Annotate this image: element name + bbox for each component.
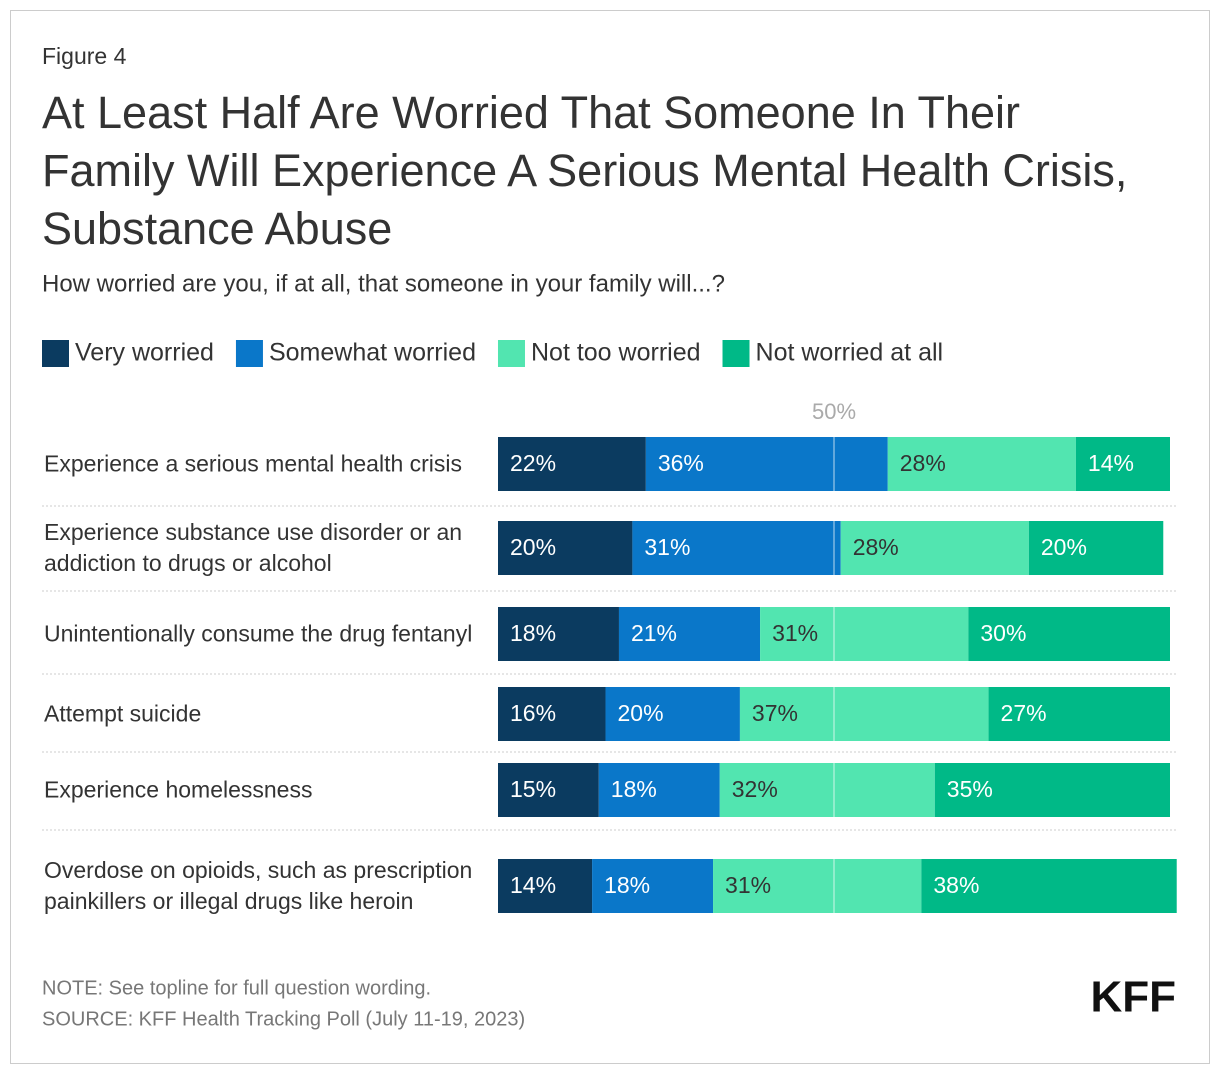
- bar-segment: [498, 687, 606, 741]
- bar-segment: [968, 607, 1170, 661]
- bar-segment: [1028, 521, 1164, 575]
- bar-segment: [498, 607, 619, 661]
- category-label: Overdose on opioids, such as prescriptio…: [44, 857, 473, 914]
- value-label: 28%: [900, 450, 946, 476]
- value-label: 27%: [1001, 700, 1047, 726]
- value-label: 14%: [510, 872, 556, 898]
- bar-segment: [592, 859, 714, 913]
- source: SOURCE: KFF Health Tracking Poll (July 1…: [42, 1008, 525, 1030]
- legend-label: Not too worried: [531, 339, 701, 367]
- value-label: 28%: [853, 534, 899, 560]
- value-label: 35%: [947, 776, 993, 802]
- value-label: 16%: [510, 700, 556, 726]
- value-label: 18%: [510, 620, 556, 646]
- bar-segment: [921, 859, 1177, 913]
- legend-swatch: [235, 340, 263, 367]
- category-label: Experience substance use disorder or an …: [44, 519, 463, 576]
- value-label: 20%: [1041, 534, 1087, 560]
- value-label: 18%: [604, 872, 650, 898]
- category-label: Attempt suicide: [44, 700, 202, 727]
- bar-segment: [498, 859, 593, 913]
- bar-segment: [1075, 437, 1170, 491]
- bar-segment: [988, 687, 1170, 741]
- legend-swatch: [42, 340, 69, 367]
- bar-segment: [632, 521, 841, 575]
- value-label: 20%: [618, 700, 664, 726]
- value-label: 21%: [631, 620, 677, 646]
- value-label: 31%: [644, 534, 690, 560]
- legend-label: Not worried at all: [756, 339, 944, 367]
- value-label: 32%: [732, 776, 778, 802]
- bar-segment: [498, 521, 633, 575]
- figure-label: Figure 4: [42, 43, 127, 69]
- bar-segment: [598, 763, 720, 817]
- bar-segment: [934, 763, 1170, 817]
- bar-segment: [840, 521, 1029, 575]
- bar-segment: [618, 607, 761, 661]
- value-label: 15%: [510, 776, 556, 802]
- value-label: 22%: [510, 450, 556, 476]
- bar-segment: [645, 437, 888, 491]
- value-label: 18%: [611, 776, 657, 802]
- value-label: 31%: [725, 872, 771, 898]
- note: NOTE: See topline for full question word…: [42, 977, 431, 999]
- reference-label: 50%: [812, 399, 856, 424]
- bar-segment: [739, 687, 989, 741]
- chart-title: At Least Half Are Worried That Someone I…: [42, 87, 1128, 254]
- logo: KFF: [1090, 973, 1176, 1022]
- bar-segment: [498, 437, 646, 491]
- value-label: 31%: [772, 620, 818, 646]
- bar-segment: [887, 437, 1076, 491]
- chart-subtitle: How worried are you, if at all, that som…: [42, 270, 725, 297]
- bar-segment: [605, 687, 740, 741]
- bar-segment: [498, 763, 599, 817]
- bar-segment: [713, 859, 922, 913]
- value-label: 20%: [510, 534, 556, 560]
- value-label: 37%: [752, 700, 798, 726]
- category-label: Experience a serious mental health crisi…: [44, 450, 463, 477]
- value-label: 30%: [980, 620, 1026, 646]
- value-label: 38%: [933, 872, 979, 898]
- legend-label: Very worried: [75, 339, 214, 367]
- value-label: 14%: [1088, 450, 1134, 476]
- legend-label: Somewhat worried: [269, 339, 476, 367]
- legend-swatch: [497, 340, 525, 367]
- bar-segment: [760, 607, 969, 661]
- category-label: Unintentionally consume the drug fentany…: [44, 620, 473, 647]
- bar-segment: [719, 763, 935, 817]
- category-label: Experience homelessness: [44, 776, 313, 803]
- legend-swatch: [722, 340, 750, 367]
- value-label: 36%: [658, 450, 704, 476]
